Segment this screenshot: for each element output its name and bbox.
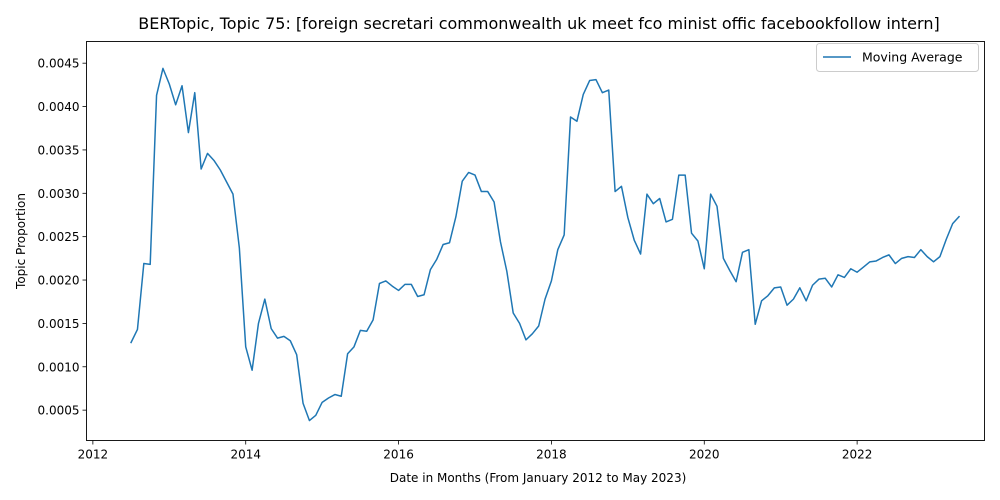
y-tick-label: 0.0010 (38, 360, 80, 374)
x-tick-label: 2014 (230, 448, 261, 462)
y-axis: 0.0005 0.0010 0.0015 0.0020 0.0025 0.0030 0.00… (38, 57, 87, 418)
y-tick-label: 0.0020 (38, 274, 80, 288)
y-tick-label: 0.0045 (38, 57, 80, 71)
y-axis-label: Topic Proportion (14, 193, 28, 290)
y-tick-label: 0.0035 (38, 143, 80, 157)
chart-title: BERTopic, Topic 75: [foreign secretari c… (138, 14, 939, 33)
series-line-moving-average (130, 67, 961, 422)
x-tick-label: 2018 (536, 448, 567, 462)
x-axis-label: Date in Months (From January 2012 to May… (390, 471, 687, 485)
legend-label: Moving Average (862, 50, 963, 65)
y-tick-label: 0.0030 (38, 187, 80, 201)
series-layer (130, 67, 961, 422)
legend: Moving Average (816, 43, 979, 72)
x-tick-label: 2016 (383, 448, 414, 462)
y-tick-label: 0.0040 (38, 100, 80, 114)
x-axis: 2012 2014 2016 2018 2020 2022 (78, 440, 873, 462)
x-tick-label: 2020 (689, 448, 720, 462)
y-tick-label: 0.0005 (38, 404, 80, 418)
x-tick-label: 2022 (842, 448, 873, 462)
y-tick-label: 0.0015 (38, 317, 80, 331)
y-tick-label: 0.0025 (38, 230, 80, 244)
legend-box (816, 43, 979, 72)
plot-area-frame (86, 41, 985, 441)
x-tick-label: 2012 (78, 448, 109, 462)
